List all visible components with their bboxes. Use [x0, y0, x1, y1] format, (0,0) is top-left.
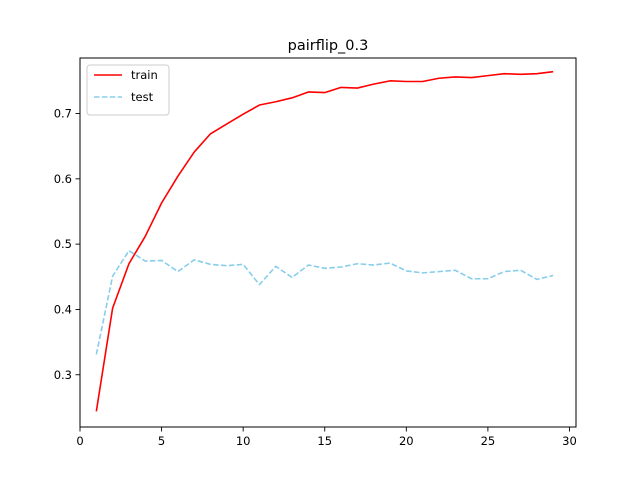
x-tick-label: 10	[236, 434, 251, 448]
x-tick-label: 30	[562, 434, 577, 448]
x-tick-label: 5	[158, 434, 165, 448]
series-line-train	[95, 70, 554, 412]
legend-item-train: train	[94, 68, 158, 82]
x-tick-label: 25	[481, 434, 496, 448]
y-tick-label: 0.6	[54, 172, 72, 186]
y-tick-label: 0.5	[54, 237, 72, 251]
legend-items: train test	[94, 68, 158, 104]
chart-title: pairflip_0.3	[288, 38, 369, 54]
x-axis: 0 5 10 15 20 25 30	[76, 427, 577, 448]
x-tick-label: 0	[76, 434, 83, 448]
series-line-test	[95, 249, 554, 355]
legend-item-test: test	[94, 90, 154, 104]
x-tick-label: 15	[317, 434, 332, 448]
y-tick-label: 0.4	[54, 302, 72, 316]
plot-frame	[79, 57, 577, 428]
series-layer	[95, 70, 554, 412]
y-axis: 0.3 0.4 0.5 0.6 0.7	[54, 107, 80, 382]
legend-label: test	[131, 90, 154, 104]
legend-box	[86, 64, 170, 116]
y-tick-label: 0.3	[54, 368, 72, 382]
plot-area: 0 5 10 15 20 25 30 0.3 0.4 0.5 0.6 0.7	[54, 57, 577, 448]
x-tick-label: 20	[399, 434, 414, 448]
legend: train test	[86, 64, 170, 116]
legend-label: train	[131, 68, 158, 82]
y-tick-label: 0.7	[54, 107, 72, 121]
